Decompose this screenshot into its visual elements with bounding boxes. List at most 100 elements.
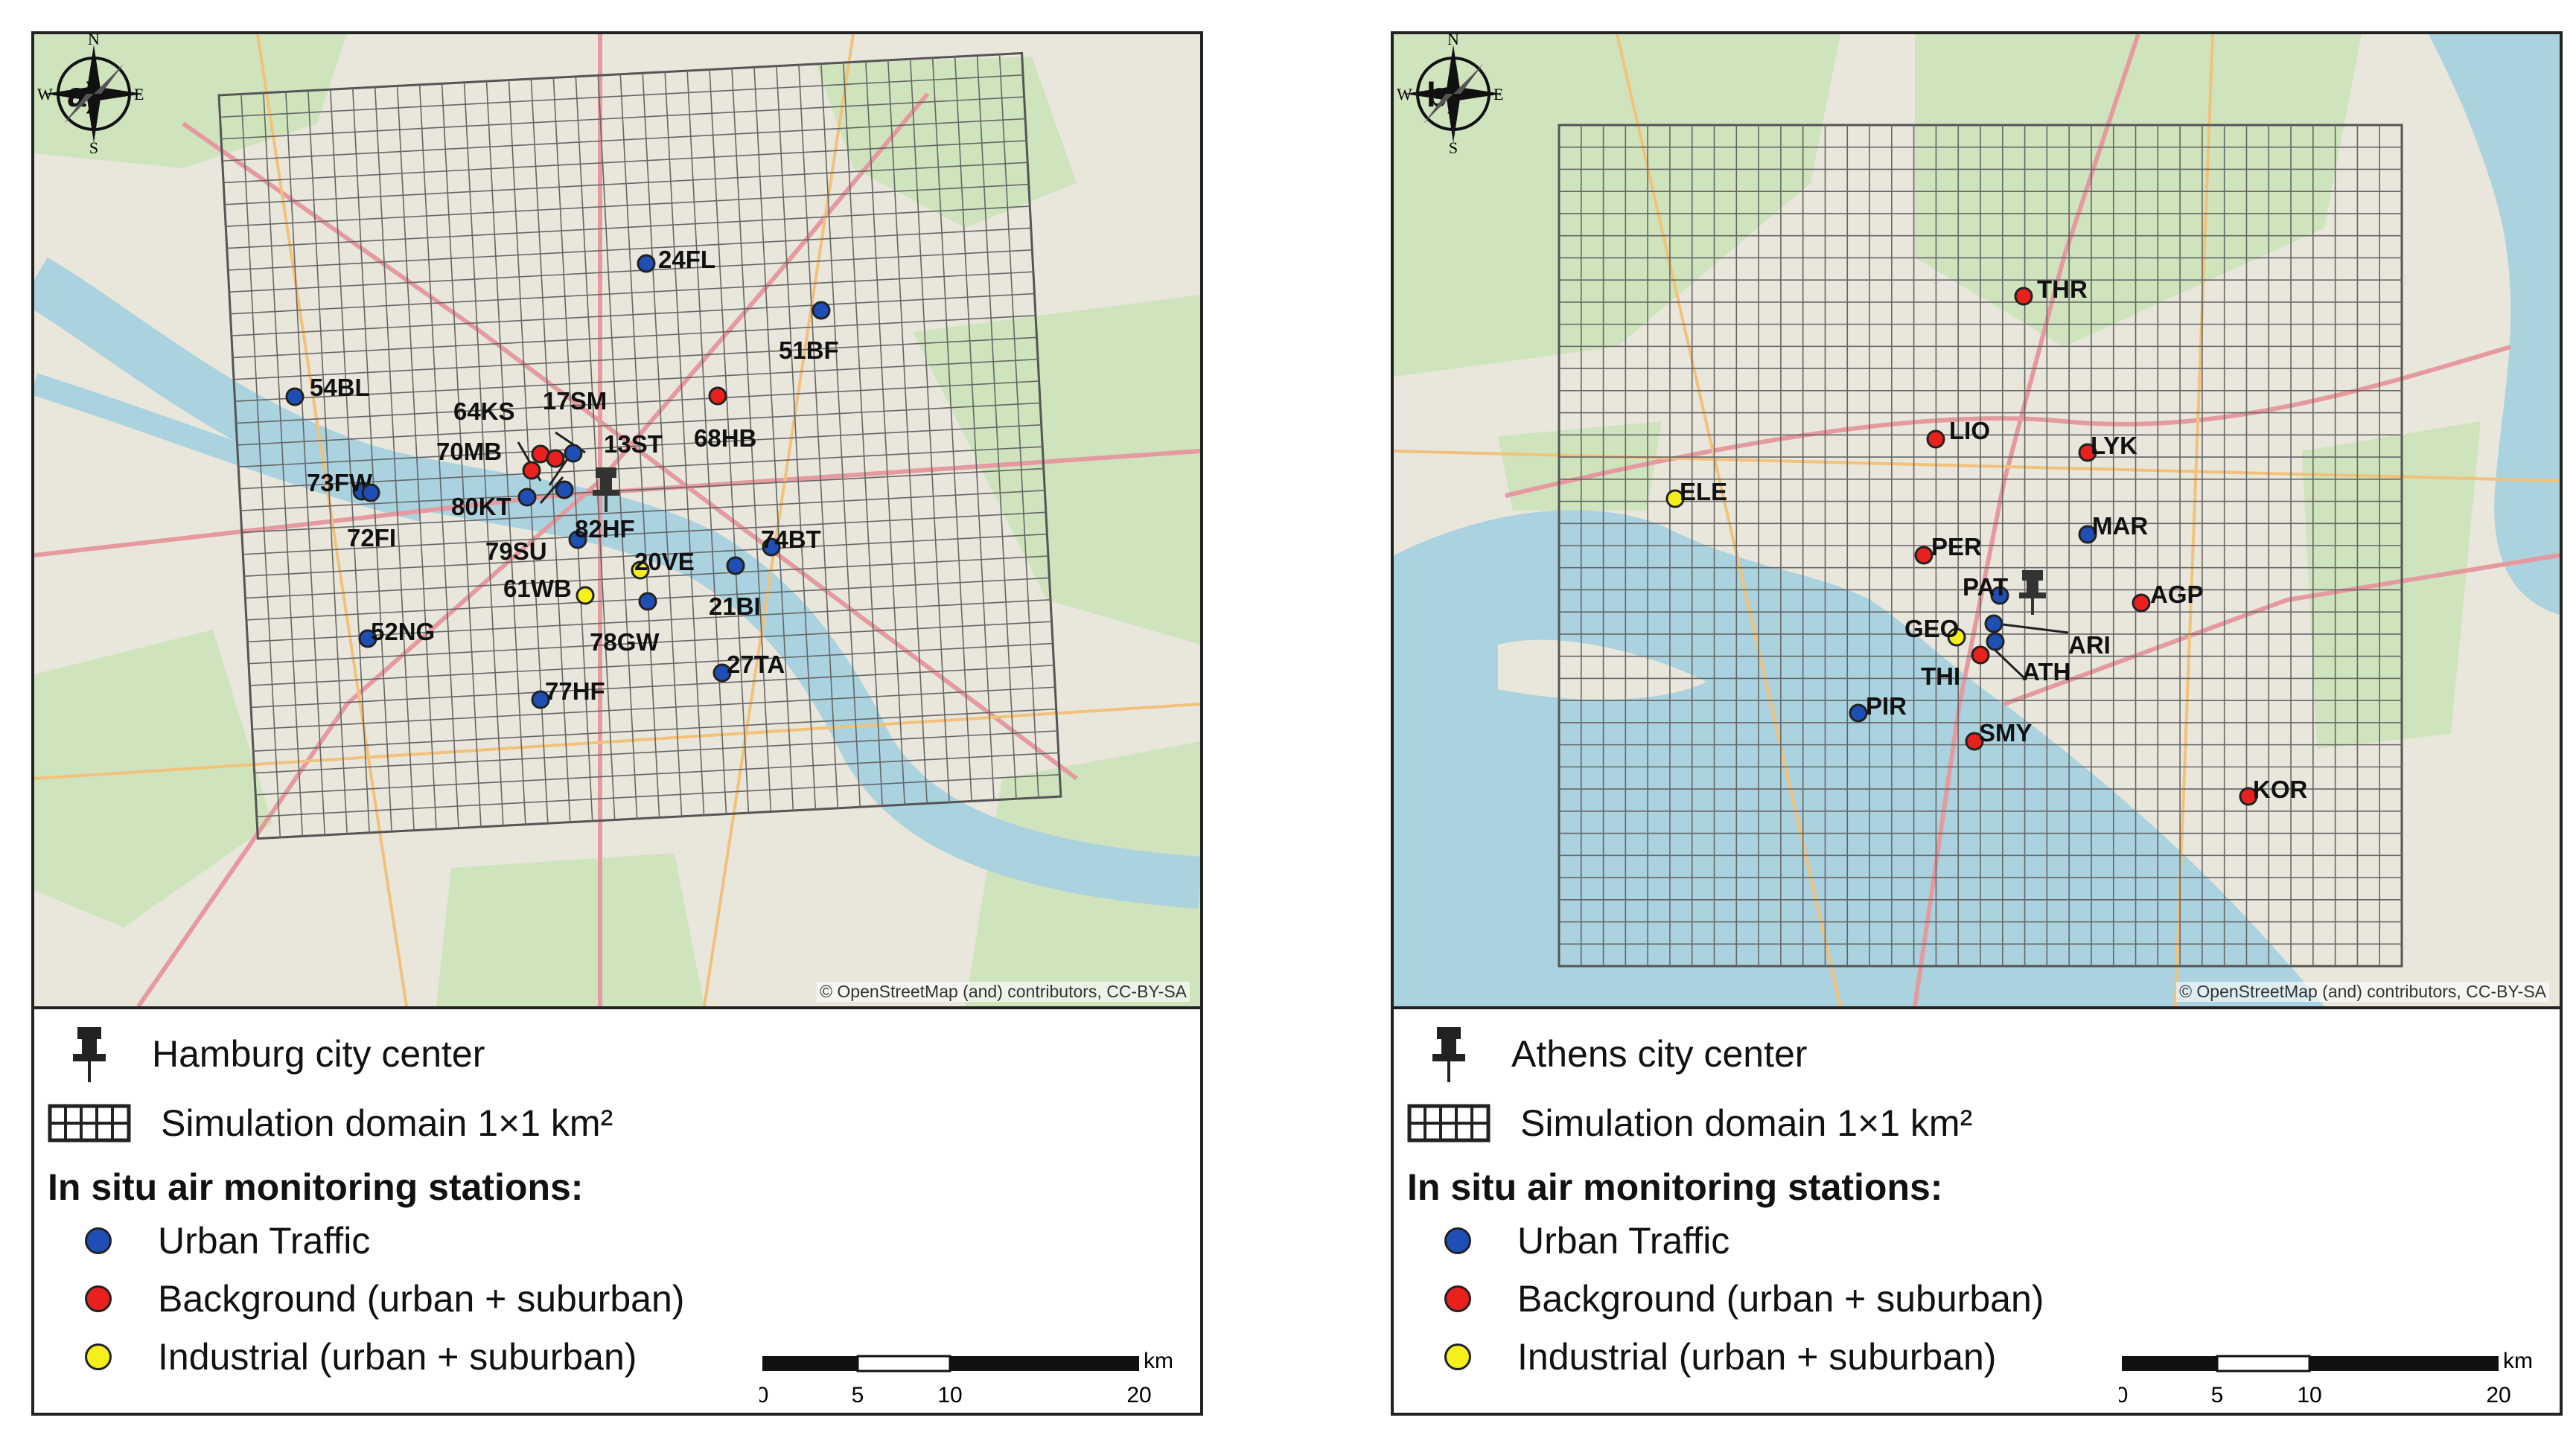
station-label-27ta: 27TA [727,651,785,678]
legend-domain-label: Simulation domain 1×1 km² [161,1102,613,1144]
scale-tick-0: 0 [2119,1383,2128,1407]
station-label-geo: GEO [1904,615,1959,642]
station-marker-geo[interactable] [1947,627,1966,647]
compass-w: W [37,85,53,103]
grid-line [245,555,1048,599]
station-label-54bl: 54BL [310,374,370,401]
station-marker-13st[interactable] [564,444,583,463]
legend-traffic-label: Urban Traffic [158,1220,371,1262]
station-marker-52ng[interactable] [358,629,377,648]
station-label-agp: AGP [2150,581,2204,608]
station-label-lyk: LYK [2091,432,2137,459]
grid-line [221,96,1024,140]
grid-line [232,315,1036,359]
station-marker-82hf[interactable] [568,530,587,549]
station-label-thr: THR [2037,275,2088,303]
grid-line [247,598,1051,643]
station-marker-70mb[interactable] [522,461,541,480]
green-areas [1394,34,2481,749]
grid-line [237,402,1041,446]
grid-line [239,446,1043,490]
grid-line [256,773,1060,818]
grid-line [255,752,1059,796]
station-marker-74bt[interactable] [762,537,781,557]
station-label-79su: 79SU [485,537,547,565]
industrial-dot-icon [85,1343,112,1370]
station-label-pat: PAT [1963,573,2008,601]
legend: Hamburg city center Simulation domain 1×… [34,1009,1200,1413]
grid-line [235,358,1039,402]
legend-city-center: Athens city center [1426,1024,1807,1084]
station-label-smy: SMY [1979,719,2033,747]
station-marker-ari[interactable] [1984,614,2003,633]
traffic-dot-icon [1444,1227,1471,1254]
station-marker-mar[interactable] [2078,525,2097,544]
legend: Athens city center Simulation domain 1×1… [1394,1009,2560,1413]
station-marker-79su[interactable] [555,480,574,499]
station-marker-61wb[interactable] [576,586,595,605]
compass-e: E [1493,85,1503,103]
station-marker-51bf[interactable] [812,301,831,320]
stations-heading: In situ air monitoring stations: [1407,1166,1943,1208]
station-label-52ng: 52NG [371,618,435,645]
station-label-74bt: 74BT [761,525,821,553]
station-label-68hb: 68HB [694,424,756,452]
grid-line [236,380,1039,424]
map-attribution: © OpenStreetMap (and) contributors, CC-B… [817,982,1190,1002]
grid-line [230,271,1033,315]
station-marker-pir[interactable] [1849,703,1868,723]
industrial-dot-icon [1444,1343,1471,1370]
station-marker-thi[interactable] [1971,645,1990,665]
station-marker-17sm[interactable] [546,449,565,468]
station-marker-ath[interactable] [1986,632,2005,651]
legend-stations-heading: In situ air monitoring stations: [1407,1166,1942,1209]
station-marker-kor[interactable] [2239,787,2258,806]
station-marker-pat[interactable] [1990,586,2009,605]
station-marker-80kt[interactable] [517,488,537,507]
compass-rose-icon: N S W E [37,34,144,153]
station-marker-78gw[interactable] [638,592,657,611]
station-marker-54bl[interactable] [285,387,305,406]
scale-unit: km [2503,1352,2533,1373]
station-marker-24fl[interactable] [637,254,656,273]
background-dot-icon [85,1285,112,1312]
legend-industrial: Industrial (urban + suburban) [85,1335,637,1378]
station-marker-ele[interactable] [1665,489,1685,508]
compass-rose-icon: N S W E [1397,34,1503,153]
city-center-pin [2019,570,2046,615]
station-label-lio: LIO [1949,417,1990,444]
legend-background: Background (urban + suburban) [85,1277,684,1320]
city-center-pin [593,467,619,512]
grid-line [220,74,1024,118]
legend-city-center: Hamburg city center [67,1024,485,1084]
compass-s: S [89,138,98,153]
grid-line [224,162,1028,205]
station-marker-20ve[interactable] [631,560,650,580]
grid-line [222,118,1026,162]
legend-center-label: Hamburg city center [152,1033,485,1075]
grid-line [243,533,1048,577]
legend-background-label: Background (urban + suburban) [158,1278,685,1320]
station-marker-lyk[interactable] [2078,443,2097,462]
station-marker-thr[interactable] [2014,287,2033,306]
hamburg-map[interactable]: 24FL 51BF 54BL 64KS 17SM 70MB 13ST 68HB 73FW 72FI… [34,34,1200,1009]
station-marker-smy[interactable] [1965,732,1984,751]
station-marker-per[interactable] [1914,546,1933,565]
station-marker-21bi[interactable] [726,556,745,575]
station-marker-agp[interactable] [2132,593,2151,613]
station-marker-77hf[interactable] [531,690,550,709]
station-marker-lio[interactable] [1926,429,1945,449]
grid-line [238,424,1042,468]
athens-map[interactable]: THR LIO LYK ELE MAR PER PAT AGP GEO ARI THI ATH PIR S… [1394,34,2560,1009]
station-marker-27ta[interactable] [712,663,732,683]
simulation-grid [217,51,1062,840]
station-label-24fl: 24FL [658,246,715,273]
station-label-13st: 13ST [604,430,663,458]
grid-line [226,183,1029,228]
station-marker-72fi[interactable] [361,483,380,502]
grid-line [233,336,1037,380]
station-marker-68hb[interactable] [708,386,727,406]
station-label-77hf: 77HF [545,677,605,705]
legend-domain-label: Simulation domain 1×1 km² [1520,1102,1973,1144]
